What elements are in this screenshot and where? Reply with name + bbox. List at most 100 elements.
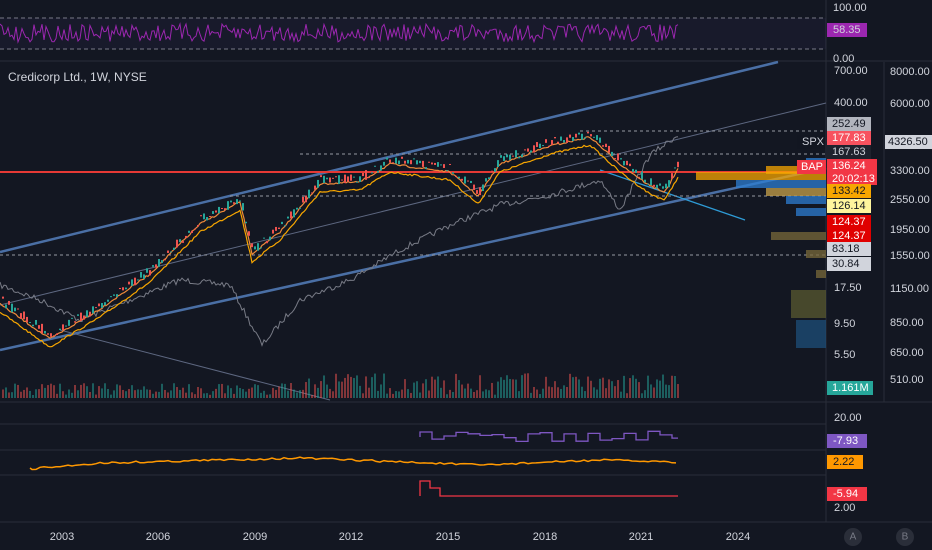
volume-bar xyxy=(281,383,283,398)
volume-profile xyxy=(696,172,826,180)
volume-bar xyxy=(377,390,379,398)
candle xyxy=(353,176,355,178)
volume-bar xyxy=(668,385,670,398)
volume-bar xyxy=(98,386,100,398)
candle xyxy=(311,192,313,194)
volume-bar xyxy=(644,390,646,398)
volume-bar xyxy=(485,389,487,398)
indicator-line xyxy=(419,480,678,497)
candle xyxy=(545,139,547,143)
volume-bar xyxy=(635,378,637,398)
volume-bar xyxy=(641,393,643,398)
volume-bar xyxy=(434,379,436,398)
candle xyxy=(155,264,157,268)
volume-bar xyxy=(380,384,382,398)
volume-bar xyxy=(560,388,562,398)
candle xyxy=(419,160,421,164)
candle xyxy=(599,137,601,143)
volume-bar xyxy=(578,379,580,398)
scale-button[interactable] xyxy=(844,528,862,546)
volume-bar xyxy=(437,376,439,398)
candle xyxy=(377,170,379,173)
volume-bar xyxy=(491,382,493,398)
volume-bar xyxy=(443,380,445,398)
volume-bar xyxy=(290,383,292,398)
candle xyxy=(158,259,160,267)
candle xyxy=(497,160,499,168)
volume-bar xyxy=(467,383,469,398)
volume-bar xyxy=(188,384,190,398)
volume-bar xyxy=(107,389,109,398)
candle xyxy=(506,154,508,158)
scale-button-label[interactable]: B xyxy=(902,532,909,543)
price-axis-label: 5.50 xyxy=(834,349,855,361)
candle xyxy=(641,171,643,180)
volume-bar xyxy=(650,384,652,398)
candle xyxy=(410,160,412,165)
candle xyxy=(263,237,265,239)
volume-bar xyxy=(368,387,370,398)
candle xyxy=(266,240,268,244)
candle xyxy=(548,145,550,147)
volume-bar xyxy=(308,378,310,398)
candle xyxy=(47,333,49,335)
volume-bar xyxy=(320,381,322,398)
label-bg xyxy=(797,160,826,174)
candle xyxy=(512,155,514,157)
volume-bar xyxy=(677,384,679,398)
price-tag: 126.14 xyxy=(832,200,866,212)
candle xyxy=(440,164,442,166)
volume-bar xyxy=(173,383,175,398)
candle xyxy=(308,189,310,199)
candle xyxy=(89,311,91,317)
scale-button[interactable] xyxy=(896,528,914,546)
volume-bar xyxy=(317,387,319,398)
volume-bar xyxy=(554,381,556,398)
scale-button-label[interactable]: A xyxy=(850,532,857,543)
volume-bar xyxy=(584,391,586,398)
volume-bar xyxy=(17,384,19,398)
candle xyxy=(473,184,475,191)
volume-bar xyxy=(152,393,154,398)
price-tag: 252.49 xyxy=(832,118,866,130)
candle xyxy=(425,167,427,169)
volume-bar xyxy=(92,383,94,398)
volume-bar xyxy=(71,392,73,398)
time-label: 2021 xyxy=(629,531,653,543)
volume-bar xyxy=(65,394,67,398)
volume-bar xyxy=(440,387,442,398)
volume-bar xyxy=(269,394,271,398)
volume-bar xyxy=(461,384,463,398)
volume-bar xyxy=(125,391,127,398)
candle xyxy=(614,158,616,160)
volume-bar xyxy=(137,389,139,398)
candle xyxy=(632,168,634,172)
volume-bar xyxy=(494,394,496,398)
volume-bar xyxy=(455,373,457,398)
candle xyxy=(335,176,337,178)
volume-bar xyxy=(191,392,193,398)
tag-bg xyxy=(827,381,873,395)
volume-bar xyxy=(197,386,199,398)
volume-bar xyxy=(401,389,403,398)
candle xyxy=(443,164,445,168)
rsi-axis-label: 100.00 xyxy=(833,2,867,14)
candle xyxy=(131,279,133,286)
candle xyxy=(383,161,385,166)
volume-bar xyxy=(158,391,160,398)
candle xyxy=(500,155,502,158)
candle xyxy=(347,176,349,182)
price-axis-label: 9.50 xyxy=(834,318,855,330)
volume-bar xyxy=(608,379,610,398)
candle xyxy=(344,174,346,184)
candle xyxy=(401,156,403,159)
candle xyxy=(221,207,223,209)
candle xyxy=(386,157,388,160)
price-tag: 124.37 xyxy=(832,230,866,242)
candle xyxy=(422,160,424,167)
candle xyxy=(317,179,319,188)
volume-bar xyxy=(326,384,328,398)
volume-bar xyxy=(251,387,253,398)
candle xyxy=(11,303,13,313)
volume-bar xyxy=(209,394,211,398)
